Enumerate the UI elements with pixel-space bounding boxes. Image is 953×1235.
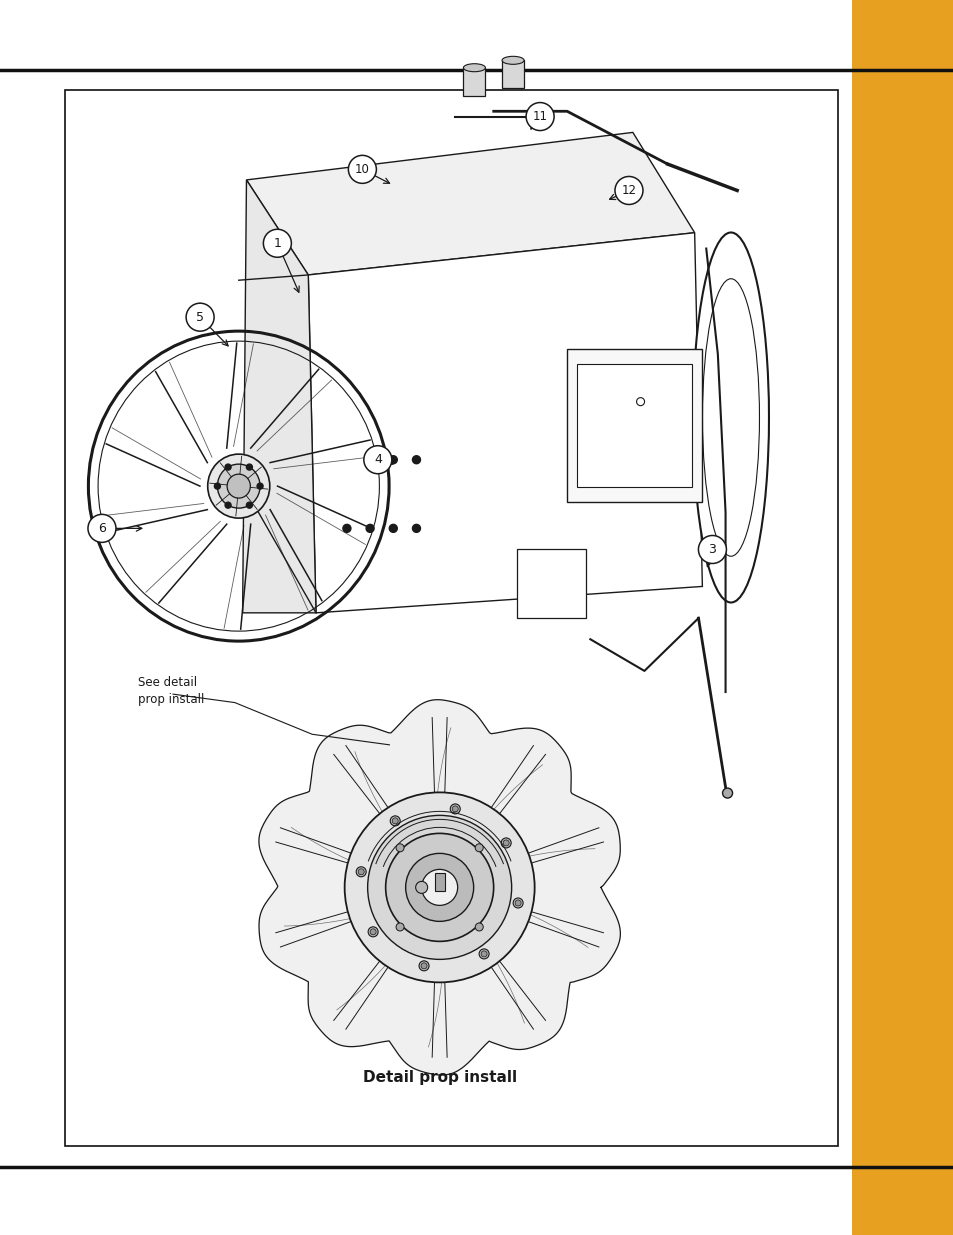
Bar bbox=[577, 364, 692, 487]
Text: Detail prop install: Detail prop install bbox=[362, 1070, 517, 1084]
Polygon shape bbox=[242, 180, 315, 613]
Bar bbox=[65, 90, 837, 1146]
Bar bbox=[501, 61, 523, 89]
Circle shape bbox=[475, 844, 483, 852]
Circle shape bbox=[246, 464, 253, 471]
Circle shape bbox=[342, 525, 351, 532]
Circle shape bbox=[412, 525, 420, 532]
Circle shape bbox=[475, 923, 483, 931]
Circle shape bbox=[225, 503, 231, 508]
Ellipse shape bbox=[405, 853, 473, 921]
Bar bbox=[851, 0, 953, 1235]
Polygon shape bbox=[246, 132, 694, 275]
Polygon shape bbox=[308, 232, 701, 613]
Bar bbox=[435, 873, 444, 892]
Ellipse shape bbox=[501, 57, 523, 64]
Circle shape bbox=[698, 536, 725, 563]
Circle shape bbox=[452, 806, 457, 811]
Text: 12: 12 bbox=[620, 184, 636, 196]
Text: 10: 10 bbox=[355, 163, 370, 175]
Circle shape bbox=[636, 398, 644, 405]
Bar bbox=[566, 348, 701, 501]
Text: 4: 4 bbox=[374, 453, 381, 467]
Ellipse shape bbox=[416, 882, 427, 893]
Circle shape bbox=[478, 948, 489, 958]
Text: 3: 3 bbox=[708, 543, 716, 556]
Circle shape bbox=[88, 514, 116, 542]
Circle shape bbox=[366, 525, 374, 532]
Ellipse shape bbox=[227, 474, 250, 498]
Text: 6: 6 bbox=[98, 522, 106, 535]
Circle shape bbox=[395, 844, 404, 852]
Bar bbox=[517, 550, 586, 619]
Circle shape bbox=[395, 923, 404, 931]
Circle shape bbox=[500, 837, 511, 848]
Circle shape bbox=[450, 804, 459, 814]
Circle shape bbox=[348, 156, 376, 183]
Circle shape bbox=[256, 483, 263, 489]
Circle shape bbox=[363, 446, 392, 474]
Text: 11: 11 bbox=[532, 110, 547, 124]
Circle shape bbox=[389, 456, 396, 463]
Text: 5: 5 bbox=[196, 311, 204, 324]
Ellipse shape bbox=[217, 464, 260, 508]
Circle shape bbox=[368, 926, 377, 937]
Circle shape bbox=[418, 961, 429, 971]
Circle shape bbox=[214, 483, 220, 489]
Circle shape bbox=[389, 525, 396, 532]
Ellipse shape bbox=[692, 232, 768, 603]
Circle shape bbox=[366, 456, 374, 463]
Ellipse shape bbox=[421, 869, 457, 905]
Text: 1: 1 bbox=[274, 237, 281, 249]
Ellipse shape bbox=[463, 64, 485, 72]
Circle shape bbox=[513, 898, 522, 908]
Circle shape bbox=[615, 177, 642, 205]
Circle shape bbox=[370, 929, 375, 935]
Circle shape bbox=[263, 230, 291, 257]
Circle shape bbox=[721, 788, 732, 798]
Text: See detail
prop install: See detail prop install bbox=[138, 677, 205, 706]
Circle shape bbox=[525, 103, 554, 131]
Ellipse shape bbox=[208, 454, 270, 519]
Circle shape bbox=[515, 900, 520, 906]
Circle shape bbox=[392, 818, 397, 824]
Circle shape bbox=[420, 963, 427, 968]
Ellipse shape bbox=[367, 815, 511, 960]
Circle shape bbox=[390, 816, 400, 826]
Circle shape bbox=[412, 456, 420, 463]
Circle shape bbox=[225, 464, 231, 471]
Circle shape bbox=[246, 503, 253, 508]
Ellipse shape bbox=[344, 793, 534, 982]
Circle shape bbox=[355, 867, 366, 877]
Circle shape bbox=[186, 303, 213, 331]
Circle shape bbox=[502, 840, 509, 846]
Polygon shape bbox=[258, 700, 619, 1074]
Ellipse shape bbox=[385, 834, 493, 941]
Bar bbox=[463, 68, 485, 95]
Circle shape bbox=[480, 951, 487, 957]
Circle shape bbox=[357, 868, 364, 874]
